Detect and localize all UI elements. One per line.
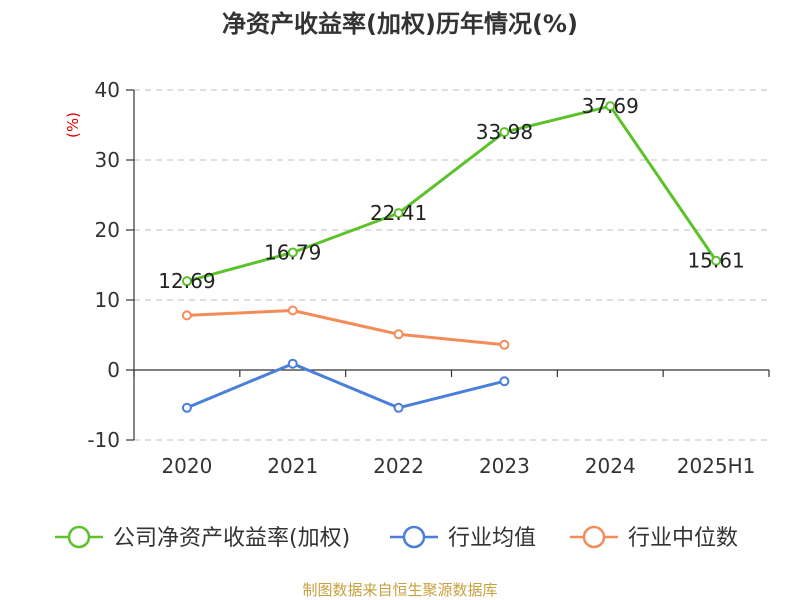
data-point (181, 402, 192, 413)
data-label: 22.41 (370, 201, 427, 225)
y-tick-label: 10 (95, 288, 120, 312)
grid-lines (134, 89, 769, 441)
y-axis-unit-label: (%) (64, 112, 82, 138)
y-tick-label: 20 (95, 218, 120, 242)
axes (133, 90, 770, 440)
data-point (605, 101, 616, 112)
legend-label: 行业均值 (448, 526, 536, 551)
data-label: 12.69 (158, 269, 215, 293)
legend-marker-icon (402, 525, 426, 549)
x-axis-ticks: 2020 2021 2022 2023 2024 2025H1 (161, 454, 755, 478)
y-tick-label: 0 (107, 358, 120, 382)
data-point (393, 329, 404, 340)
series-layer (181, 101, 722, 413)
data-point (287, 358, 298, 369)
source-note: 制图数据来自恒生聚源数据库 (302, 581, 497, 599)
y-tick-label: 40 (95, 78, 120, 102)
data-point (711, 255, 722, 266)
x-tick-label: 2025H1 (677, 454, 756, 478)
legend-marker-icon (67, 525, 91, 549)
legend[interactable]: 公司净资产收益率(加权) 行业均值 行业中位数 (55, 525, 738, 551)
legend-item[interactable]: 行业均值 (390, 525, 536, 551)
x-tick-label: 2020 (161, 454, 212, 478)
data-point (499, 127, 510, 138)
legend-item[interactable]: 行业中位数 (570, 525, 738, 551)
x-tick-label: 2023 (479, 454, 530, 478)
series-line-0 (186, 104, 718, 283)
data-point (287, 305, 298, 316)
data-point (287, 247, 298, 258)
series-line-1 (186, 362, 505, 410)
legend-label: 公司净资产收益率(加权) (113, 526, 350, 551)
series-line-2 (186, 309, 505, 347)
y-tick-label: -10 (87, 428, 120, 452)
data-point (393, 208, 404, 219)
data-label: 15.61 (687, 249, 744, 273)
data-point (181, 310, 192, 321)
y-tick-label: 30 (95, 148, 120, 172)
x-tick-label: 2021 (267, 454, 318, 478)
x-tick-label: 2024 (585, 454, 636, 478)
x-tick-label: 2022 (373, 454, 424, 478)
chart-title: 净资产收益率(加权)历年情况(%) (222, 10, 578, 38)
data-point (499, 339, 510, 350)
data-labels: 12.69 16.79 22.41 33.98 37.69 15.61 (158, 94, 744, 293)
data-point (393, 402, 404, 413)
data-label: 37.69 (582, 94, 639, 118)
data-label: 16.79 (264, 240, 321, 264)
data-point (181, 276, 192, 287)
data-label: 33.98 (476, 120, 533, 144)
y-axis-ticks: 40 30 20 10 0 -10 (87, 78, 134, 452)
legend-item[interactable]: 公司净资产收益率(加权) (55, 525, 350, 551)
data-point (499, 376, 510, 387)
legend-label: 行业中位数 (628, 526, 738, 551)
legend-marker-icon (582, 525, 606, 549)
